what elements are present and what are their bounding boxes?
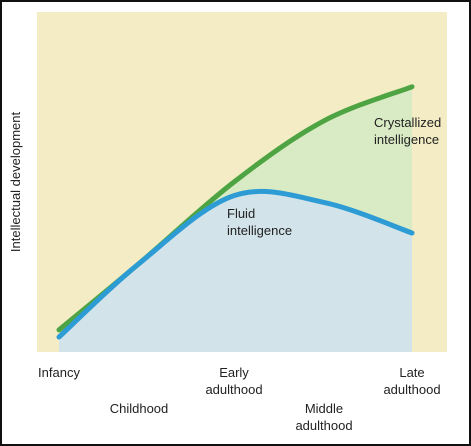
x-tick-label: Infancy bbox=[38, 365, 80, 380]
x-tick-label: Late adulthood bbox=[383, 365, 441, 397]
area bbox=[59, 191, 412, 352]
series-label: Fluid intelligence bbox=[227, 206, 293, 238]
line bbox=[56, 188, 415, 340]
x-tick-label: Middle adulthood bbox=[295, 401, 353, 433]
x-tick-label: Childhood bbox=[109, 401, 169, 416]
x-tick-label: Early adulthood bbox=[205, 365, 263, 397]
series-label: Crystallized intelligence bbox=[374, 115, 442, 147]
y-axis-label: Intellectual development bbox=[8, 112, 23, 253]
series-label-text: Fluid intelligence bbox=[227, 206, 293, 238]
series-label-text: Crystallized intelligence bbox=[374, 115, 442, 147]
